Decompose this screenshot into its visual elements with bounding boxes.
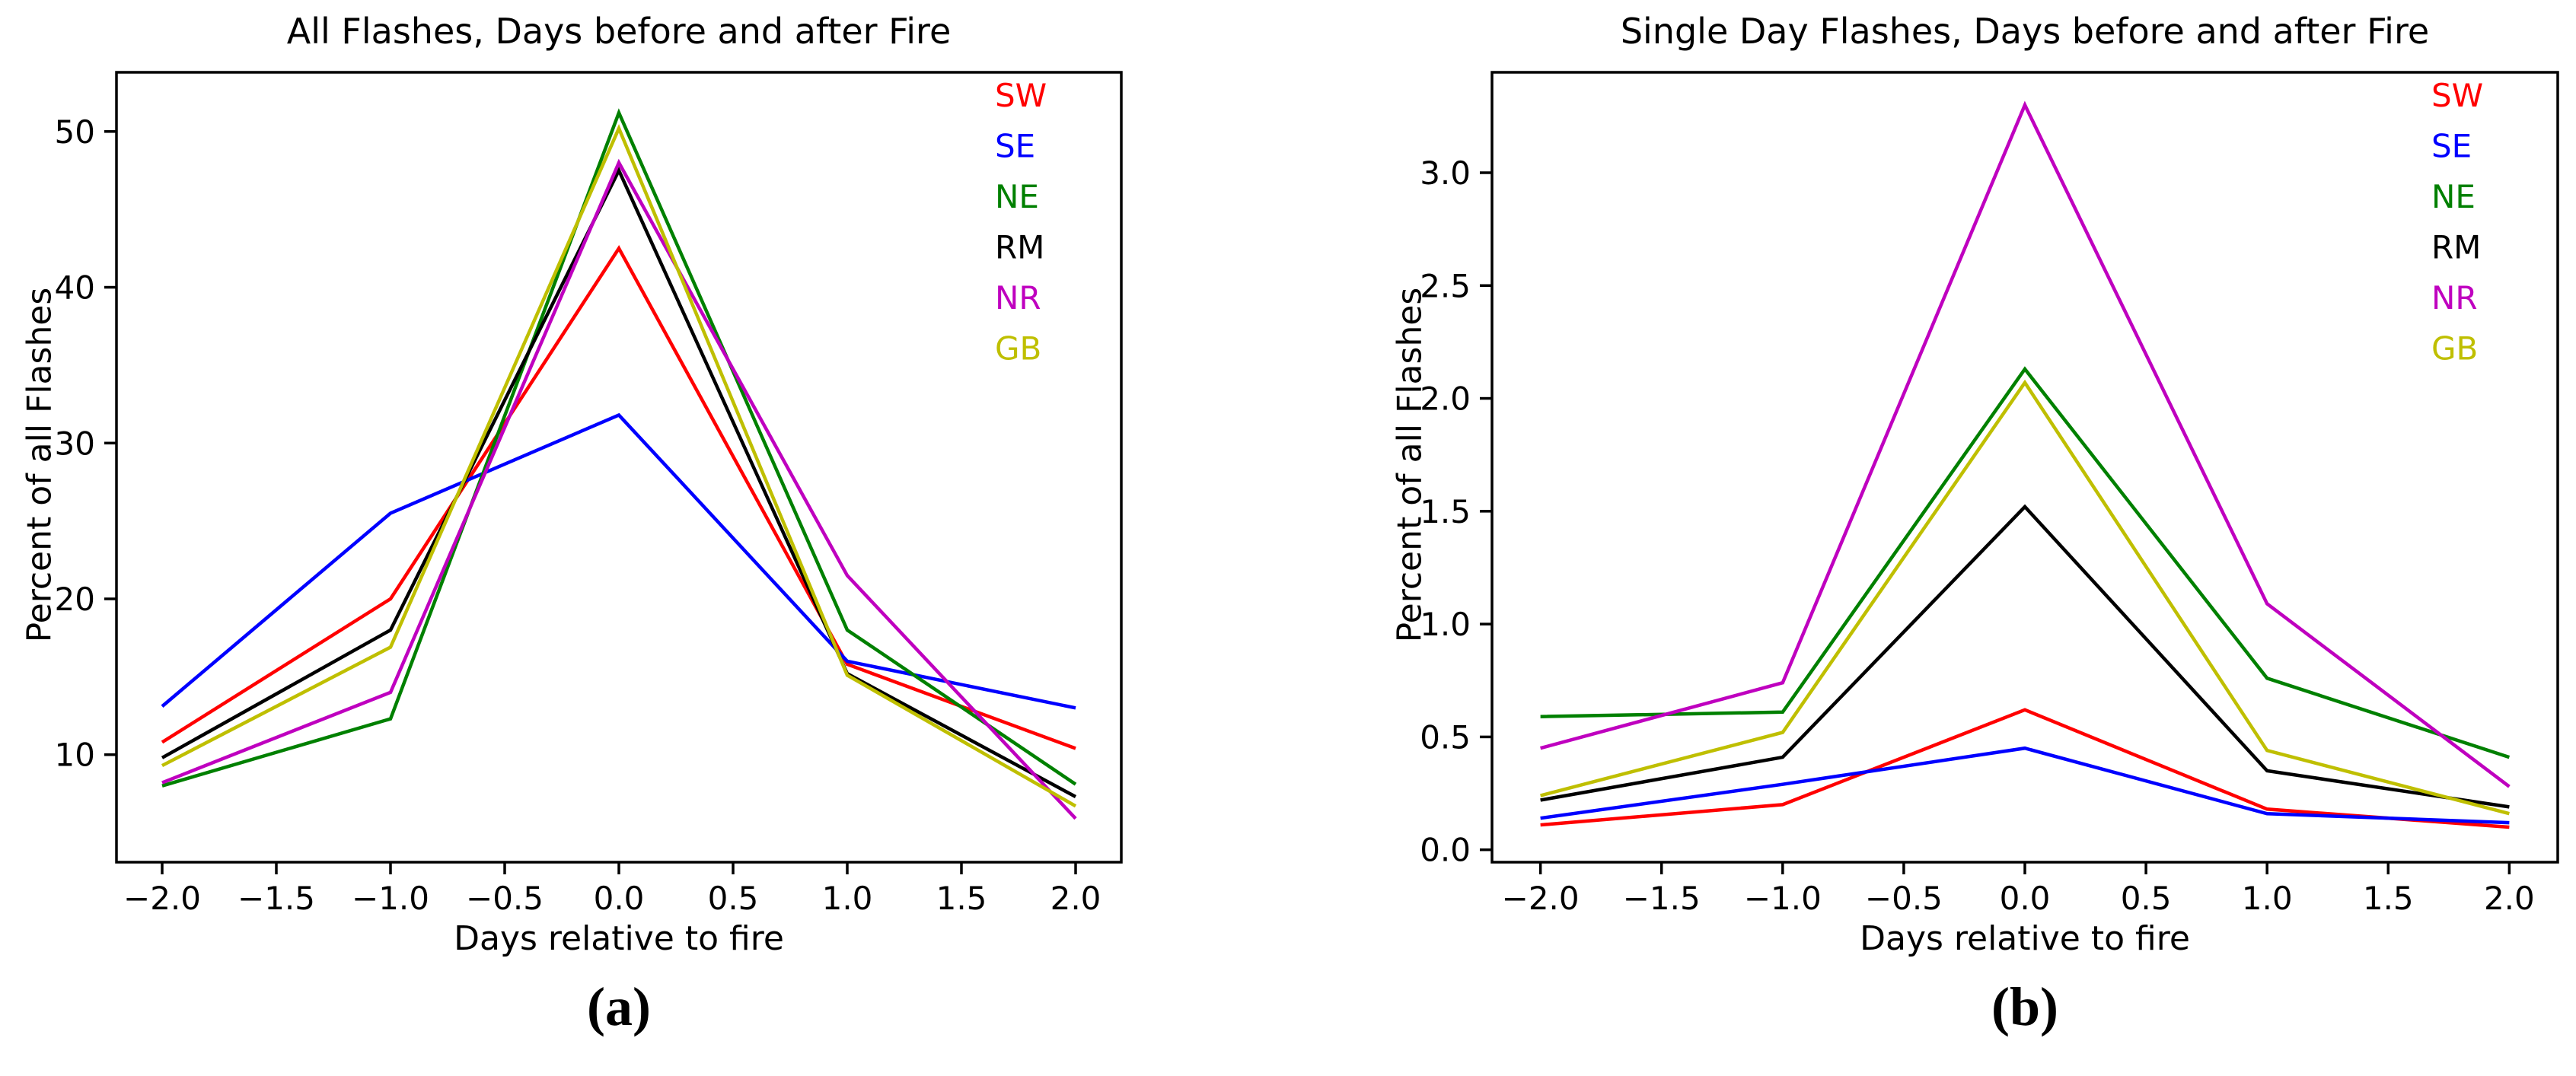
- x-tick-label: 1.5: [2363, 880, 2414, 917]
- legend-label-SW: SW: [2431, 77, 2483, 114]
- x-tick-label: 1.5: [936, 880, 987, 917]
- legend-label-NE: NE: [2431, 178, 2476, 215]
- x-tick-label: −2.0: [123, 880, 201, 917]
- x-tick-label: −1.0: [1744, 880, 1822, 917]
- chart-a-title: All Flashes, Days before and after Fire: [286, 11, 952, 52]
- series-line-GB: [1540, 379, 2510, 816]
- y-tick-label: 2.5: [1420, 267, 1471, 304]
- y-tick-label: 0.0: [1420, 832, 1471, 869]
- series-line-RM: [161, 166, 1077, 798]
- x-tick-label: 2.0: [1050, 880, 1101, 917]
- y-tick-label: 3.0: [1420, 154, 1471, 192]
- x-tick-label: −0.5: [1865, 880, 1943, 917]
- legend-label-SW: SW: [995, 77, 1047, 114]
- series-line-RM: [1540, 504, 2510, 809]
- y-tick-label: 40: [55, 269, 95, 307]
- legend-label-SE: SE: [995, 128, 1035, 165]
- y-tick-label: 10: [55, 737, 95, 774]
- y-tick-label: 0.5: [1420, 718, 1471, 756]
- legend-label-RM: RM: [995, 229, 1044, 266]
- legend-label-NR: NR: [995, 279, 1041, 317]
- x-tick-label: 0.0: [2000, 880, 2051, 917]
- x-tick-label: −1.0: [352, 880, 429, 917]
- x-tick-label: −1.5: [238, 880, 315, 917]
- legend-label-GB: GB: [995, 330, 1041, 368]
- y-tick-label: 1.0: [1420, 606, 1471, 643]
- y-tick-label: 1.5: [1420, 493, 1471, 530]
- series-line-NR: [161, 158, 1077, 820]
- x-tick-label: 0.5: [708, 880, 759, 917]
- y-tick-label: 20: [55, 581, 95, 618]
- chart-a-x-axis-label: Days relative to fire: [454, 919, 784, 958]
- caption-a: (a): [587, 976, 651, 1037]
- x-tick-label: 0.0: [594, 880, 645, 917]
- x-tick-label: 1.0: [2242, 880, 2293, 917]
- x-tick-label: −1.5: [1623, 880, 1701, 917]
- chart-b-x-axis-label: Days relative to fire: [1860, 919, 2190, 958]
- x-tick-label: 1.0: [822, 880, 873, 917]
- chart-b-title: Single Day Flashes, Days before and afte…: [1620, 11, 2430, 52]
- x-tick-label: −2.0: [1502, 880, 1580, 917]
- legend-label-NE: NE: [995, 178, 1039, 215]
- plot-frame-b: [1490, 71, 2559, 864]
- legend-label-GB: GB: [2431, 330, 2478, 368]
- series-line-NE: [1540, 366, 2511, 759]
- x-tick-label: 0.5: [2121, 880, 2172, 917]
- series-line-SE: [161, 412, 1076, 710]
- legend-label-NR: NR: [2431, 279, 2478, 317]
- series-line-SW: [1540, 708, 2510, 829]
- plot-frame-a: [115, 71, 1123, 864]
- series-line-NE: [161, 108, 1077, 788]
- y-tick-label: 50: [55, 113, 95, 151]
- y-tick-label: 2.0: [1420, 380, 1471, 418]
- x-tick-label: 2.0: [2484, 880, 2535, 917]
- series-line-GB: [161, 123, 1077, 808]
- series-line-SW: [161, 244, 1076, 750]
- series-line-SE: [1540, 746, 2510, 825]
- y-tick-label: 30: [55, 425, 95, 462]
- series-line-NR: [1540, 100, 2511, 788]
- legend-label-SE: SE: [2431, 128, 2472, 165]
- caption-b: (b): [1991, 976, 2058, 1037]
- legend-label-RM: RM: [2431, 229, 2481, 266]
- x-tick-label: −0.5: [466, 880, 544, 917]
